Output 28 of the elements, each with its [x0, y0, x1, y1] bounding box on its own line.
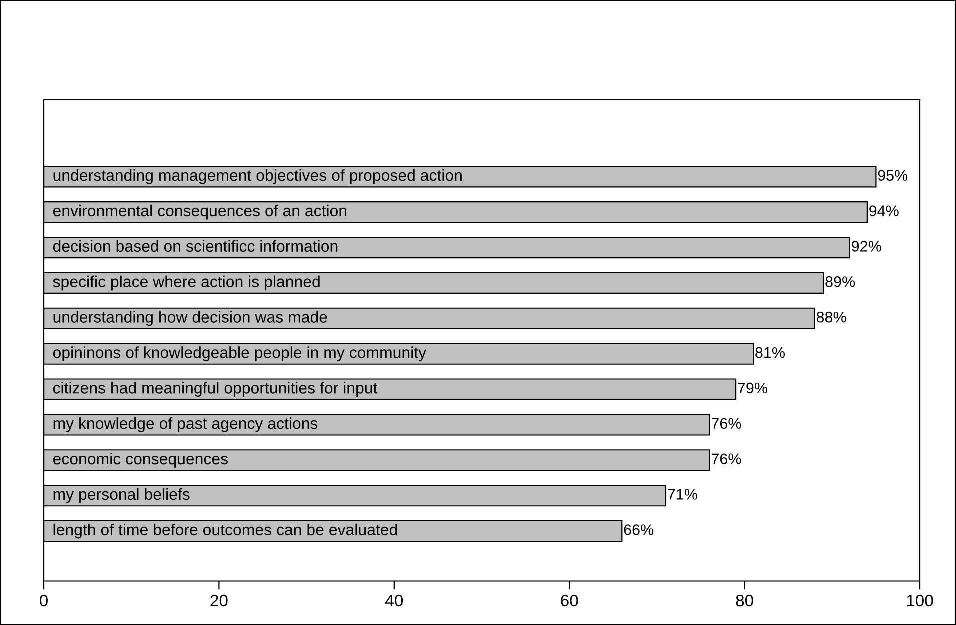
y-tick-label: decision based on scientificc information: [53, 240, 338, 252]
data-label: 94%: [870, 206, 899, 216]
y-tick-label: my personal beliefs: [54, 488, 190, 504]
x-tick-label: 80: [736, 594, 754, 607]
data-label: 79%: [738, 382, 768, 394]
data-label: 88%: [816, 312, 846, 323]
x-tick-label: 20: [210, 594, 228, 607]
y-tick-label: environmental consequences of an action: [53, 204, 347, 220]
y-tick-label: opininons of knowledgeable people in my community: [53, 346, 427, 362]
y-tick-label: length of time before outcomes can be evaluated: [54, 524, 398, 539]
y-tick-label: economic consequences: [53, 452, 228, 468]
data-label: 76%: [712, 454, 742, 465]
y-tick-label: specific place where action is planned: [53, 276, 320, 291]
data-label: 95%: [878, 170, 908, 181]
x-tick-label: 0: [40, 594, 48, 607]
x-tick-label: 60: [561, 594, 578, 607]
x-tick-label: 100: [907, 594, 934, 607]
y-tick-label: understanding management objectives of proposed action: [54, 169, 462, 184]
data-label: 76%: [712, 418, 742, 430]
y-tick-label: citizens had meaningful opportunities for input: [53, 382, 378, 397]
data-label: 71%: [668, 489, 698, 500]
x-tick-label: 40: [386, 594, 404, 607]
data-label: 81%: [756, 347, 785, 358]
y-tick-label: understanding how decision was made: [54, 311, 328, 326]
y-tick-label: my knowledge of past agency actions: [54, 418, 318, 432]
data-label: 66%: [624, 524, 654, 536]
data-label: 89%: [826, 276, 856, 288]
data-label: 92%: [852, 241, 882, 252]
